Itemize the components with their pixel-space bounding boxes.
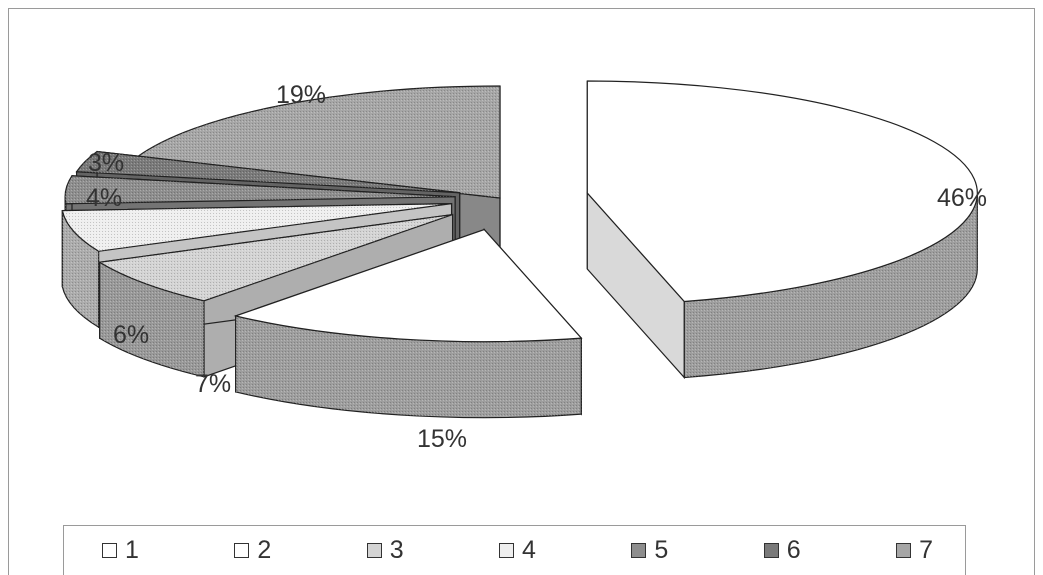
pie-slice-2 (233, 228, 583, 419)
legend-label-6: 6 (786, 536, 801, 564)
legend-swatch-1 (102, 543, 117, 558)
slice-top-texture-7 (137, 86, 500, 198)
legend-swatch-4 (499, 543, 515, 558)
legend-label-1: 1 (125, 536, 139, 564)
pie-chart: 46% 15% 7% 6% 4% 3% 19% (61, 80, 987, 453)
legend-item-3: 3 (366, 536, 404, 565)
slice-label-7: 19% (276, 81, 326, 109)
legend-item-7: 7 (896, 536, 933, 565)
slice-label-3: 7% (195, 370, 231, 398)
slice-label-2: 15% (417, 425, 467, 453)
pie-slice-3 (97, 213, 454, 378)
legend-swatch-5 (631, 543, 647, 558)
legend-label-3: 3 (389, 536, 404, 564)
pie-value-labels: 46% 15% 7% 6% 4% 3% 19% (86, 81, 987, 453)
slice-top-texture-3 (99, 214, 453, 301)
slice-side-texture-1 (684, 193, 978, 378)
slice-side-texture-4 (62, 210, 99, 328)
slice-label-5: 4% (86, 184, 122, 212)
legend-item-5: 5 (631, 536, 668, 565)
legend-swatch-2 (234, 543, 250, 558)
slice-side-texture-2 (235, 315, 582, 418)
slice-top-texture-6 (76, 151, 460, 193)
slice-top-2 (233, 228, 583, 343)
legend-item-6: 6 (763, 536, 801, 565)
slice-label-4: 6% (113, 321, 149, 349)
legend-swatch-6 (763, 543, 779, 558)
slice-top-texture-5 (65, 175, 456, 204)
slice-label-6: 3% (88, 149, 124, 177)
legend-label-7: 7 (919, 536, 933, 564)
legend-label-5: 5 (654, 536, 669, 564)
legend-item-1: 1 (102, 536, 139, 565)
pie-slices (61, 80, 978, 419)
chart-legend: 1 2 3 4 5 6 7 (63, 525, 966, 575)
slice-top-1 (586, 80, 978, 303)
slice-label-1: 46% (937, 184, 987, 212)
legend-item-2: 2 (234, 536, 271, 565)
slice-side-texture-3 (99, 262, 204, 377)
pie-slice-1 (586, 80, 978, 380)
legend-item-4: 4 (499, 536, 536, 565)
legend-label-4: 4 (522, 536, 536, 564)
legend-label-2: 2 (257, 536, 272, 564)
legend-swatch-3 (366, 543, 382, 558)
slice-top-texture-4 (62, 203, 452, 252)
legend-swatch-7 (896, 543, 912, 558)
